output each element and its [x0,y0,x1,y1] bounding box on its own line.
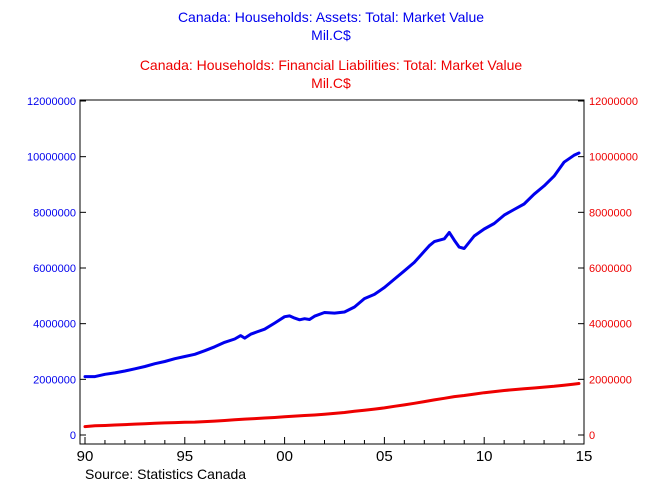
title-liabilities-unit: Mil.C$ [311,75,351,91]
title-liabilities: Canada: Households: Financial Liabilitie… [140,57,523,73]
x-axis: 90 95 00 05 10 15 [77,437,593,465]
series-layer [83,151,581,429]
y-left-tick-label: 8000000 [33,207,76,219]
x-tick-label: 90 [77,448,94,465]
source-note: Source: Statistics Canada [85,466,246,482]
y-right-tick-label: 10000000 [589,152,638,164]
plot-frame [79,99,585,445]
y-right-tick-label: 0 [589,430,595,442]
y-right-tick-label: 4000000 [589,319,632,331]
x-tick-label: 05 [376,448,393,465]
x-tick-label: 10 [476,448,493,465]
y-right-tick-label: 2000000 [589,374,632,386]
y-right-tick-label: 12000000 [589,96,638,108]
y-axis-left: 0 2000000 4000000 6000000 8000000 10000000 120… [27,96,86,442]
y-axis-right: 0 2000000 4000000 6000000 8000000 10000000 120… [578,96,638,442]
y-left-tick-label: 2000000 [33,374,76,386]
y-left-tick-label: 0 [70,430,76,442]
title-assets: Canada: Households: Assets: Total: Marke… [178,9,484,25]
x-tick-label: 15 [576,448,593,465]
x-tick-label: 95 [176,448,193,465]
x-tick-label: 00 [276,448,293,465]
series-line-assets [83,151,581,379]
y-left-tick-label: 10000000 [27,152,76,164]
y-left-tick-label: 6000000 [33,263,76,275]
y-left-tick-label: 12000000 [27,96,76,108]
title-assets-unit: Mil.C$ [311,27,351,43]
series-line-liabilities [83,382,581,429]
y-right-tick-label: 8000000 [589,207,632,219]
y-right-tick-label: 6000000 [589,263,632,275]
y-left-tick-label: 4000000 [33,319,76,331]
